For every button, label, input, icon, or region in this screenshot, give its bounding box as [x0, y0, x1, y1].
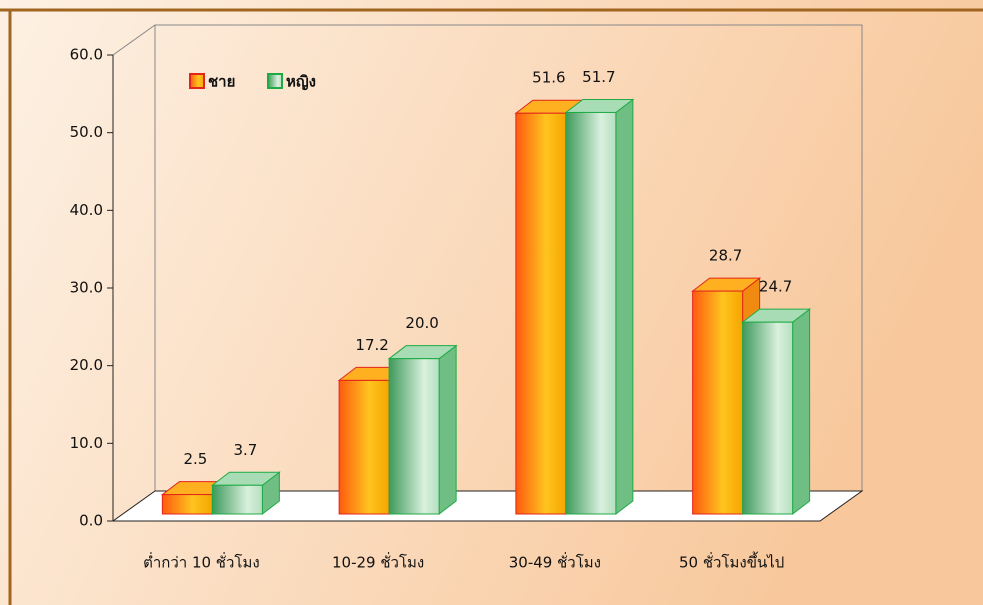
y-tick-label: 40.0	[70, 201, 103, 219]
bar-side	[792, 308, 811, 516]
legend-label: หญิง	[286, 73, 316, 91]
bar	[565, 111, 617, 515]
y-tick-label: 10.0	[70, 434, 103, 452]
bar-side	[615, 98, 634, 516]
y-tick-label: 30.0	[70, 279, 103, 297]
value-label: 28.7	[709, 247, 742, 265]
x-tick-label: ต่ำกว่า 10 ชั่วโมง	[143, 552, 260, 572]
value-label: 2.5	[183, 450, 207, 468]
bar	[211, 484, 263, 515]
legend-label: ชาย	[208, 73, 235, 91]
value-label: 51.6	[532, 69, 565, 87]
bar	[161, 494, 213, 515]
wall-edge	[112, 24, 156, 56]
bar	[338, 379, 390, 515]
x-tick-label: 10-29 ชั่วโมง	[332, 552, 424, 572]
x-tick-label: 50 ชั่วโมงขึ้นไป	[679, 552, 784, 572]
y-tick-label: 60.0	[70, 46, 103, 64]
y-tick-label: 50.0	[70, 123, 103, 141]
value-label: 20.0	[405, 314, 438, 332]
value-label: 17.2	[355, 336, 388, 354]
bar-side	[438, 344, 457, 516]
back-wall	[154, 24, 863, 491]
legend-swatch	[267, 73, 283, 89]
bar	[692, 290, 744, 515]
bar	[388, 358, 440, 515]
value-label: 51.7	[582, 68, 615, 86]
value-label: 24.7	[759, 278, 792, 296]
legend-swatch	[189, 73, 205, 89]
bar	[742, 321, 794, 515]
x-tick-label: 30-49 ชั่วโมง	[509, 552, 601, 572]
y-tick-label: 20.0	[70, 356, 103, 374]
value-label: 3.7	[233, 441, 257, 459]
floor	[111, 490, 864, 522]
bar	[515, 112, 567, 515]
y-tick-label: 0.0	[79, 512, 103, 530]
walls	[112, 24, 863, 491]
